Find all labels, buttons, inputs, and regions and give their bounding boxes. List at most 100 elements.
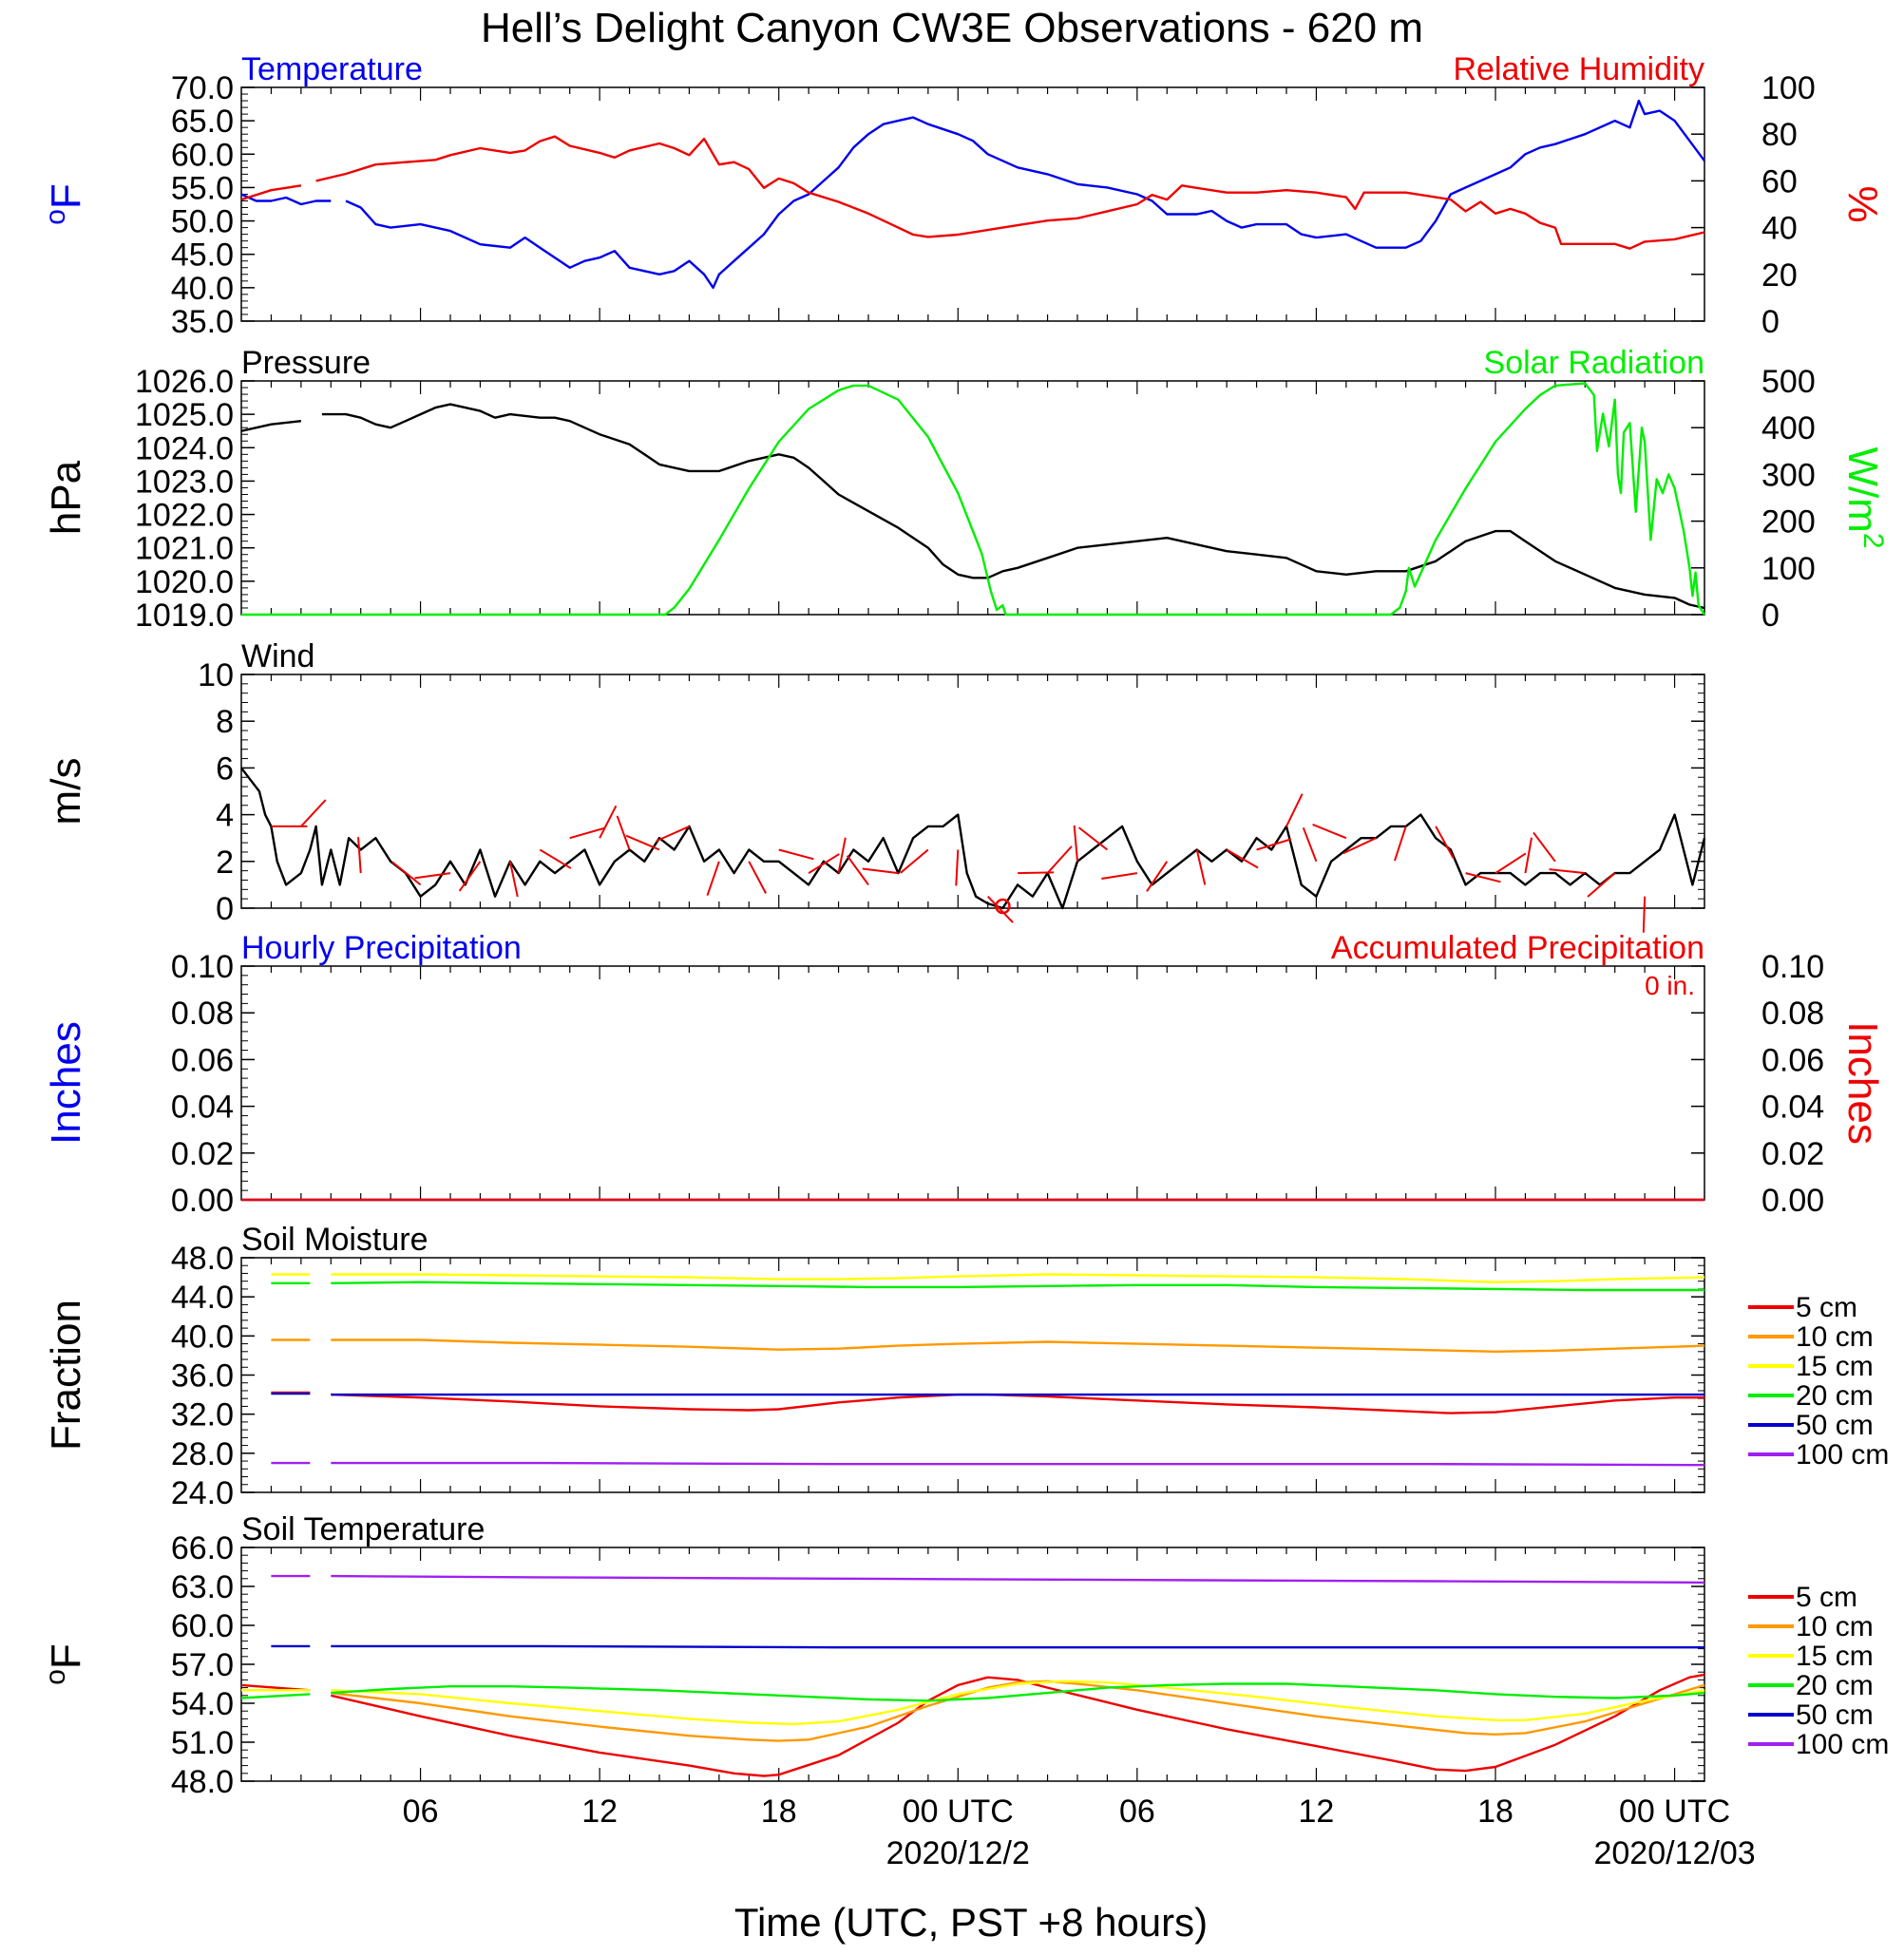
- legend-label: 10 cm: [1796, 1321, 1874, 1353]
- series-line-20-cm: [271, 1281, 1704, 1292]
- panel-title-left: Pressure: [241, 345, 371, 381]
- legend-label: 20 cm: [1796, 1670, 1874, 1701]
- y-tick-label-left: 0.02: [171, 1136, 234, 1172]
- y-tick-label-left: 35.0: [171, 304, 234, 340]
- wind-barb: [1146, 861, 1169, 892]
- panel-title-left: Soil Temperature: [241, 1511, 485, 1547]
- wind-barb: [1312, 824, 1347, 840]
- y-tick-label-left: 51.0: [171, 1725, 234, 1761]
- wind-barb: [1495, 852, 1527, 874]
- panel-title-left: Soil Moisture: [241, 1222, 428, 1258]
- wind-barb: [1256, 838, 1292, 851]
- y-tick-label-right: 0.08: [1761, 996, 1824, 1032]
- panel-precipitation: 0.00 0.02 0.04 0.06 0.08 0.10 0.00 0.02 0.04 0.06…: [43, 930, 1886, 1219]
- panel-frame: [240, 1257, 1705, 1493]
- x-tick-label: 06: [403, 1794, 439, 1830]
- y-tick-label-left: 55.0: [171, 170, 234, 206]
- wind-barb: [1046, 845, 1073, 874]
- y-tick-label-left: 1024.0: [135, 430, 234, 466]
- y-tick-label-left: 45.0: [171, 237, 234, 274]
- y-tick-label-left: 0: [216, 891, 234, 927]
- calm-wind-marker: [995, 898, 1011, 915]
- y-tick-label-left: 54.0: [171, 1686, 234, 1722]
- y-tick-label-left: 48.0: [171, 1241, 234, 1277]
- y-axis-label-right: Inches: [1839, 1021, 1886, 1145]
- wind-barb: [1342, 837, 1377, 855]
- x-tick-label: 12: [1299, 1794, 1335, 1830]
- wind-barb: [1394, 826, 1407, 862]
- wind-barb: [955, 849, 960, 886]
- y-tick-label-left: 1022.0: [135, 498, 234, 534]
- x-tick-label: 00 UTC: [1619, 1794, 1730, 1830]
- y-tick-label-left: 10: [198, 657, 234, 693]
- wind-barb: [1549, 868, 1586, 875]
- y-axis-label-right: %: [1839, 185, 1886, 222]
- x-tick-label: 18: [761, 1794, 797, 1830]
- y-axis-label-left: Fraction: [43, 1300, 89, 1451]
- wind-barb: [808, 853, 840, 874]
- x-date-label: 2020/12/03: [1593, 1835, 1755, 1871]
- y-tick-label-left: 28.0: [171, 1436, 234, 1472]
- panel-title-right: Solar Radiation: [1484, 345, 1704, 381]
- y-tick-label-left: 0.06: [171, 1042, 234, 1078]
- wind-barb: [1587, 872, 1616, 898]
- panel-title-left: Hourly Precipitation: [241, 930, 522, 966]
- y-tick-label-left: 0.04: [171, 1090, 234, 1126]
- y-tick-label-left: 1021.0: [135, 531, 234, 567]
- series-line-temperature: [240, 99, 1705, 290]
- wind-barb: [1465, 872, 1501, 883]
- panels-group: 35.040.045.050.055.060.065.070.002040608…: [40, 51, 1890, 1800]
- series-line-20-cm: [240, 1682, 1705, 1702]
- y-axis-label-left: Inches: [43, 1021, 89, 1145]
- y-tick-label-right: 0: [1761, 598, 1780, 634]
- y-tick-label-right: 80: [1761, 117, 1798, 153]
- y-tick-label-right: 100: [1761, 70, 1816, 106]
- wind-barb: [569, 826, 605, 840]
- wind-barb: [1285, 793, 1304, 827]
- y-tick-label-left: 24.0: [171, 1475, 234, 1511]
- wind-barb: [616, 815, 631, 850]
- y-axis-label-left: m/s: [43, 758, 89, 826]
- panel-temperature_rh: 35.040.045.050.055.060.065.070.0 0 20 40 60 8…: [40, 51, 1887, 340]
- wind-barb: [1435, 826, 1455, 859]
- y-tick-label-left: 70.0: [171, 70, 234, 106]
- wind-barb: [706, 861, 720, 897]
- series-line-pressure: [240, 403, 1705, 610]
- wind-barb: [539, 848, 572, 869]
- series-line-100-cm: [271, 1461, 1705, 1467]
- y-axis-label-left: hPa: [43, 460, 89, 535]
- y-tick-label-left: 0.10: [171, 949, 234, 985]
- wind-barb: [300, 799, 327, 827]
- panel-title-left: Wind: [241, 638, 314, 674]
- y-tick-label-left: 60.0: [171, 1608, 234, 1644]
- y-tick-label-left: 60.0: [171, 137, 234, 173]
- y-tick-label-left: 48.0: [171, 1764, 234, 1800]
- wind-barb: [778, 848, 814, 861]
- y-tick-label-right: 40: [1761, 211, 1798, 247]
- wind-barb: [357, 837, 362, 874]
- legend-label: 50 cm: [1796, 1410, 1874, 1441]
- y-tick-label-left: 4: [216, 798, 234, 834]
- legend-label: 50 cm: [1796, 1699, 1874, 1731]
- series-line-wind: [240, 767, 1706, 910]
- legend-label: 10 cm: [1796, 1611, 1874, 1642]
- y-axis-label-left: oF: [40, 1643, 90, 1685]
- wind-barb: [1077, 826, 1109, 851]
- y-tick-label-left: 2: [216, 845, 234, 881]
- y-tick-label-right: 0.02: [1761, 1136, 1824, 1172]
- y-tick-label-left: 32.0: [171, 1397, 234, 1433]
- x-tick-label: 12: [581, 1794, 618, 1830]
- series-line-15-cm: [271, 1273, 1705, 1283]
- wind-barb: [625, 834, 660, 851]
- series-line-relative-humidity: [240, 135, 1705, 250]
- y-tick-label-left: 1019.0: [135, 598, 234, 634]
- wind-barb: [986, 896, 1014, 923]
- series-line-10-cm: [241, 1680, 1705, 1742]
- y-tick-label-left: 44.0: [171, 1280, 234, 1316]
- wind-barb: [846, 855, 869, 885]
- y-tick-label-right: 0.10: [1761, 949, 1824, 985]
- x-tick-label: 18: [1477, 1794, 1514, 1830]
- y-tick-label-right: 0: [1761, 304, 1780, 340]
